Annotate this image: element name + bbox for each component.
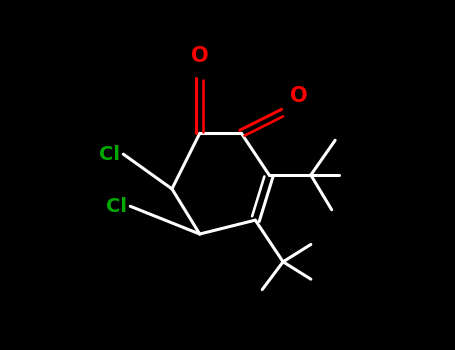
- Text: O: O: [191, 46, 208, 65]
- Text: O: O: [290, 85, 308, 106]
- Text: Cl: Cl: [106, 197, 127, 216]
- Text: Cl: Cl: [99, 145, 120, 164]
